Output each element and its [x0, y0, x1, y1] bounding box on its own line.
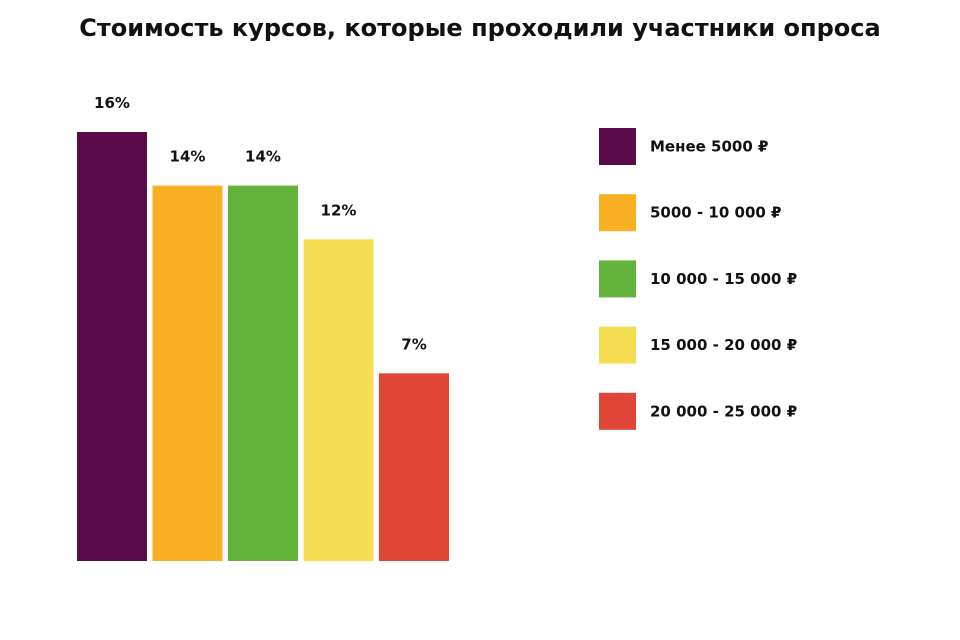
- bar-value-label-5: 7%: [401, 335, 426, 353]
- bar-value-label-3: 14%: [245, 148, 281, 166]
- bar-value-label-4: 12%: [321, 201, 357, 219]
- bar-3: [228, 185, 298, 561]
- bar-value-label-1: 16%: [94, 94, 130, 112]
- legend: Менее 5000 ₽ 5000 - 10 000 ₽ 10 000 - 15 0…: [599, 128, 797, 430]
- legend-label-1: Менее 5000 ₽: [650, 138, 768, 156]
- bar-4: [303, 239, 374, 562]
- legend-swatch-2: [599, 194, 636, 232]
- bar-1: [77, 132, 147, 561]
- legend-swatch-5: [599, 392, 636, 430]
- legend-label-5: 20 000 - 25 000 ₽: [650, 402, 797, 420]
- legend-label-4: 15 000 - 20 000 ₽: [650, 336, 797, 354]
- legend-swatch-1: [599, 128, 636, 165]
- legend-label-3: 10 000 - 15 000 ₽: [650, 270, 797, 288]
- bar-2: [152, 185, 223, 561]
- legend-swatch-3: [599, 260, 636, 298]
- bar-5: [379, 373, 449, 561]
- bar-value-label-2: 14%: [170, 148, 206, 166]
- legend-swatch-4: [599, 326, 636, 364]
- chart-title: Стоимость курсов, которые проходили учас…: [79, 14, 881, 42]
- legend-label-2: 5000 - 10 000 ₽: [650, 204, 781, 222]
- bars-group: 16% 14% 14% 12% 7%: [77, 94, 449, 562]
